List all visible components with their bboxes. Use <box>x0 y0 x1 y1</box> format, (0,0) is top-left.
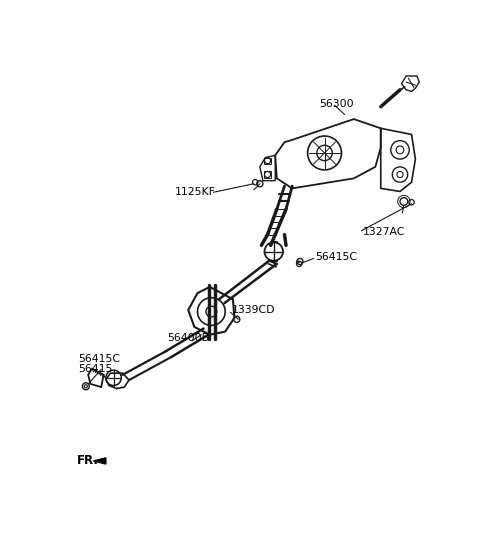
Polygon shape <box>94 458 106 464</box>
Text: 56415C: 56415C <box>315 252 357 262</box>
Text: 56415: 56415 <box>78 364 112 374</box>
Text: 1125KF: 1125KF <box>175 187 216 197</box>
Text: 1327AC: 1327AC <box>363 227 406 237</box>
Text: 56415C: 56415C <box>78 354 120 364</box>
Text: 1339CD: 1339CD <box>232 305 276 315</box>
Text: FR.: FR. <box>77 454 98 468</box>
Text: 56400B: 56400B <box>168 332 210 342</box>
Text: 56300: 56300 <box>319 98 354 108</box>
Bar <box>264 171 271 177</box>
Bar <box>264 157 271 163</box>
